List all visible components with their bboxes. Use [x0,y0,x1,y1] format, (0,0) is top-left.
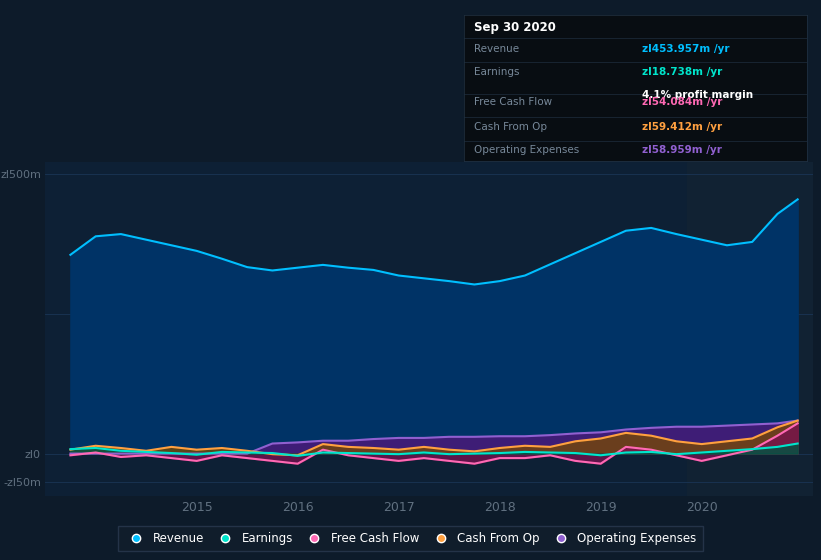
Text: Operating Expenses: Operating Expenses [475,145,580,155]
Text: zl453.957m /yr: zl453.957m /yr [642,44,730,54]
Legend: Revenue, Earnings, Free Cash Flow, Cash From Op, Operating Expenses: Revenue, Earnings, Free Cash Flow, Cash … [118,526,703,551]
Text: Earnings: Earnings [475,67,520,77]
Text: zl58.959m /yr: zl58.959m /yr [642,145,722,155]
Bar [686,162,813,496]
Text: Revenue: Revenue [475,44,520,54]
Text: zl59.412m /yr: zl59.412m /yr [642,122,722,132]
Text: zl54.084m /yr: zl54.084m /yr [642,97,722,107]
Text: Free Cash Flow: Free Cash Flow [475,97,553,107]
Text: 4.1% profit margin: 4.1% profit margin [642,90,754,100]
Text: Sep 30 2020: Sep 30 2020 [475,21,556,34]
Text: zl18.738m /yr: zl18.738m /yr [642,67,722,77]
Text: Cash From Op: Cash From Op [475,122,547,132]
